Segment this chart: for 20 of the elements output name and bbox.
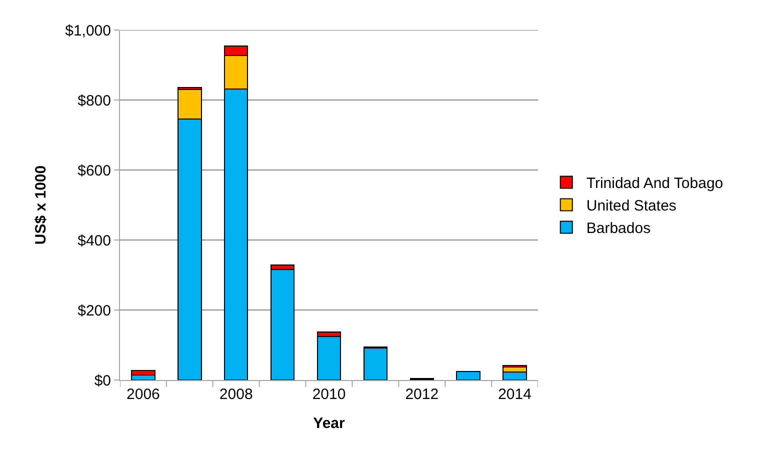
y-tick-label: $200 [78, 302, 111, 320]
bar [363, 348, 388, 380]
y-tick-label: $1,000 [65, 22, 111, 40]
y-tick-label: $0 [94, 372, 111, 390]
y-tick-label: $600 [78, 162, 111, 180]
x-tick-label: 2010 [312, 386, 346, 403]
x-tick-label: 2006 [126, 386, 160, 403]
y-tick-label: $800 [78, 92, 111, 110]
y-axis-title: US$ x 1000 [32, 165, 50, 245]
x-tick-label: 2008 [219, 386, 253, 403]
x-axis-title: Year [313, 415, 346, 432]
x-tick-label: 2012 [405, 386, 439, 403]
legend-label: Trinidad And Tobago [586, 175, 724, 192]
legend-label: Barbados [586, 220, 651, 238]
x-tick-label: 2014 [498, 386, 532, 403]
y-tick-label: $400 [78, 232, 111, 250]
bar [456, 371, 480, 380]
bar [131, 370, 156, 376]
legend-label: United States [586, 198, 676, 215]
bar [270, 268, 295, 380]
